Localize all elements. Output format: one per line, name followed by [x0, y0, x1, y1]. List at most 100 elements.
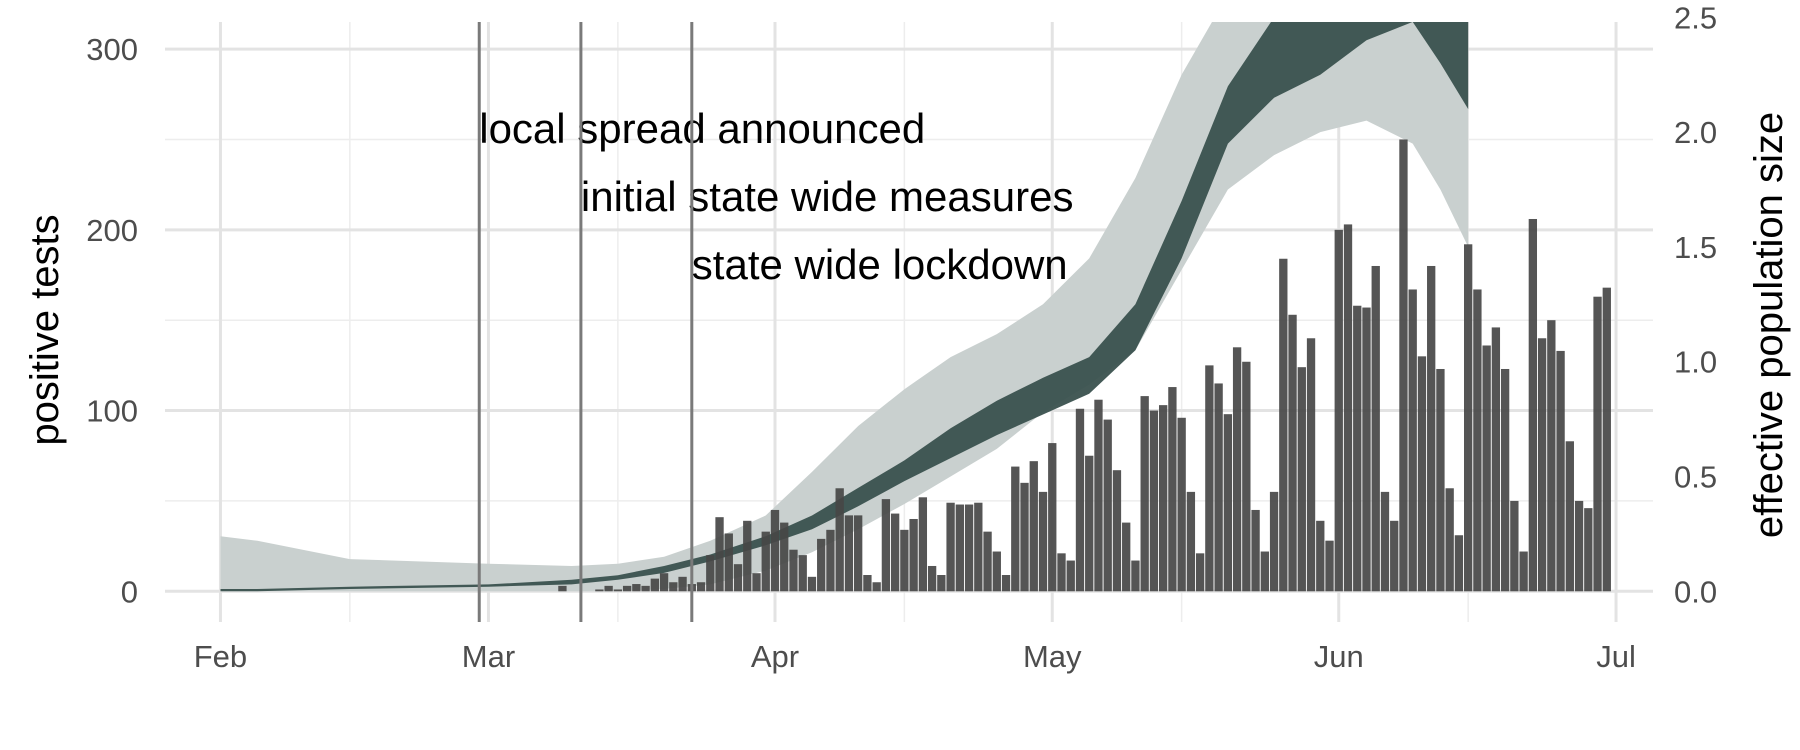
bar-positive-tests	[1159, 405, 1168, 592]
band-layer	[220, 22, 1469, 592]
bar-positive-tests	[770, 509, 780, 592]
bar-positive-tests	[622, 585, 632, 592]
bar-positive-tests	[1038, 491, 1048, 592]
bar-positive-tests	[798, 555, 807, 592]
bar-positive-tests	[1094, 399, 1103, 592]
event-label: initial state wide measures	[581, 173, 1074, 220]
bar-positive-tests	[558, 585, 567, 592]
bar-positive-tests	[992, 551, 1001, 592]
bar-positive-tests	[835, 488, 844, 592]
bar-positive-tests	[1334, 229, 1343, 592]
bar-positive-tests	[780, 522, 789, 592]
bar-positive-tests	[1149, 410, 1159, 592]
bar-positive-tests	[1140, 396, 1149, 592]
bar-positive-tests	[1168, 387, 1177, 592]
bar-positive-tests	[743, 520, 752, 592]
bar-positive-tests	[937, 575, 946, 592]
bar-positive-tests	[659, 573, 669, 592]
bar-positive-tests	[1473, 289, 1482, 592]
bar-positive-tests	[1186, 491, 1196, 592]
bar-positive-tests	[1593, 296, 1602, 592]
bar-positive-tests	[946, 502, 955, 592]
bar-positive-tests	[1602, 287, 1611, 592]
bar-positive-tests	[1066, 560, 1075, 592]
bar-positive-tests	[1122, 522, 1131, 592]
bar-positive-tests	[909, 518, 918, 592]
x-tick-label: Mar	[462, 639, 515, 674]
bar-positive-tests	[1436, 368, 1445, 592]
bar-positive-tests	[1584, 508, 1593, 592]
bar-positive-tests	[1408, 289, 1417, 592]
bar-positive-tests	[1048, 443, 1057, 592]
tick-layer: Feb Mar Apr May Jun Jul 0 100 200 300 0.0 0.5 1.0 1.5…	[86, 0, 1717, 674]
y-tick-label: 0	[121, 574, 138, 609]
bar-positive-tests	[1075, 408, 1085, 592]
bar-positive-tests	[696, 582, 706, 592]
bar-positive-tests	[826, 529, 835, 592]
bar-positive-tests	[1390, 520, 1399, 592]
bar-positive-tests	[1427, 265, 1436, 592]
bar-positive-tests	[604, 585, 613, 592]
bar-positive-tests	[1001, 575, 1011, 592]
bar-positive-tests	[1565, 441, 1574, 592]
bar-positive-tests	[974, 502, 983, 592]
bar-positive-tests	[872, 582, 881, 592]
y-axis-title: positive tests	[23, 214, 67, 445]
bar-positive-tests	[1343, 224, 1353, 592]
bar-positive-tests	[1510, 500, 1519, 592]
bar-positive-tests	[1454, 535, 1464, 592]
bar-positive-tests	[1057, 553, 1066, 592]
bar-positive-tests	[1399, 139, 1408, 592]
bar-positive-tests	[1316, 520, 1325, 592]
bar-positive-tests	[1085, 455, 1094, 592]
bar-positive-tests	[1519, 551, 1528, 592]
bar-positive-tests	[641, 585, 650, 592]
bar-positive-tests	[1574, 500, 1584, 592]
x-tick-label: Feb	[194, 639, 247, 674]
y2-tick-label: 2.5	[1674, 0, 1717, 35]
bar-positive-tests	[1214, 383, 1223, 592]
y-tick-label: 200	[86, 213, 138, 248]
x-tick-label: May	[1023, 639, 1082, 674]
bar-positive-tests	[595, 589, 604, 592]
y2-tick-label: 2.0	[1674, 115, 1717, 150]
bar-positive-tests	[1029, 461, 1038, 592]
y2-tick-label: 0.0	[1674, 574, 1717, 609]
bar-positive-tests	[1528, 218, 1538, 592]
bar-positive-tests	[1537, 338, 1547, 592]
bar-positive-tests	[1464, 244, 1473, 592]
bar-positive-tests	[1020, 482, 1029, 592]
bar-positive-tests	[613, 589, 623, 592]
bar-positive-tests	[1297, 367, 1306, 592]
y-tick-label: 100	[86, 394, 138, 429]
bar-positive-tests	[1269, 491, 1279, 592]
bar-positive-tests	[863, 575, 872, 592]
bar-positive-tests	[1362, 307, 1371, 592]
bar-positive-tests	[844, 515, 854, 592]
bar-positive-tests	[890, 513, 900, 592]
bar-positive-tests	[927, 565, 937, 592]
bar-positive-tests	[650, 578, 659, 592]
bar-positive-tests	[1260, 551, 1269, 592]
bar-positive-tests	[955, 504, 964, 592]
outer-ribbon	[220, 22, 1469, 592]
y-tick-label: 300	[86, 32, 138, 67]
x-tick-label: Jul	[1596, 639, 1636, 674]
bar-positive-tests	[1371, 265, 1380, 592]
bar-positive-tests	[1547, 320, 1556, 592]
bar-positive-tests	[1353, 305, 1362, 592]
bar-positive-tests	[678, 576, 687, 592]
bar-positive-tests	[1205, 365, 1214, 592]
bar-positive-tests	[1251, 509, 1260, 592]
event-label: state wide lockdown	[692, 241, 1068, 288]
bar-positive-tests	[1288, 314, 1297, 592]
bar-positive-tests	[807, 576, 817, 592]
y2-tick-label: 1.5	[1674, 230, 1717, 265]
x-tick-label: Apr	[751, 639, 799, 674]
event-layer: local spread announced initial state wide…	[477, 22, 1074, 622]
bar-positive-tests	[752, 573, 761, 592]
bar-positive-tests	[1223, 414, 1233, 592]
bar-positive-tests	[1556, 350, 1565, 592]
